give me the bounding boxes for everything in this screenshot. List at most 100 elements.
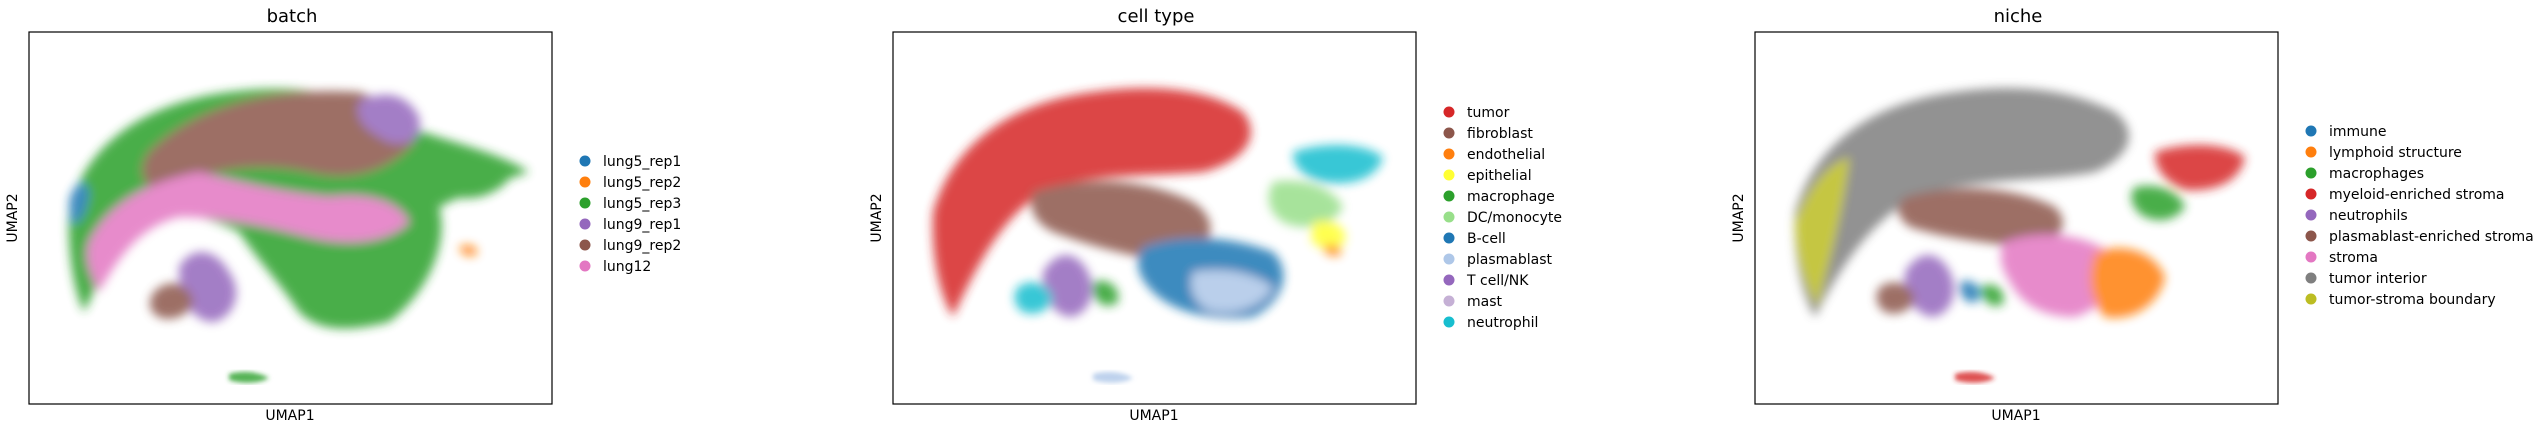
legend-item: lymphoid structure [2305,145,2462,161]
legend: lung5_rep1 lung5_rep2 lung5_rep3 lung9_rep1… [579,154,681,275]
legend-label: plasmablast-enriched stroma [2329,229,2534,245]
legend-marker [2305,272,2317,284]
panel-title: batch [267,6,318,27]
cluster-region [2000,234,2118,317]
legend-marker [579,239,591,251]
legend-label: macrophages [2329,166,2424,182]
legend-item: lung9_rep1 [579,217,681,233]
legend: tumor fibroblast endothelial epithelial macr… [1443,105,1562,331]
legend-item: myeloid-enriched stroma [2305,187,2505,203]
legend-marker [1443,253,1455,265]
legend-marker [2305,167,2317,179]
legend-marker [579,176,591,188]
legend-marker [1443,148,1455,160]
x-axis-label: UMAP1 [265,408,314,424]
legend-marker [1443,295,1455,307]
legend-label: stroma [2329,250,2378,266]
legend-item: neutrophils [2305,208,2408,224]
legend-marker [1443,316,1455,328]
cluster-region [1311,220,1346,249]
cluster-region [1191,270,1273,313]
legend-label: endothelial [1467,147,1545,163]
legend-marker [579,260,591,272]
scatter-cloud [68,88,529,383]
legend-item: B-cell [1443,231,1506,247]
cluster-region [1093,371,1133,383]
legend-label: plasmablast [1467,252,1553,268]
legend-item: mast [1443,294,1503,310]
scatter-cloud [1794,88,2245,383]
legend-item: lung5_rep2 [579,175,681,191]
legend-item: tumor interior [2305,271,2427,287]
cluster-region [229,371,269,383]
cluster-region [2131,185,2185,221]
cluster-region [1014,282,1053,314]
legend-label: neutrophil [1467,315,1538,331]
legend-label: lung12 [603,259,651,275]
legend: immune lymphoid structure macrophages myelo… [2305,124,2534,308]
legend-item: lung5_rep3 [579,196,681,212]
cluster-region [932,88,1251,317]
cluster-region [1980,284,2004,307]
legend-label: tumor-stroma boundary [2329,292,2496,308]
legend-label: lung9_rep2 [603,238,681,254]
legend-marker [1443,106,1455,118]
cluster-region [1898,188,2063,247]
legend-marker [1443,211,1455,223]
panel-title: niche [1994,6,2043,27]
panel-batch: batch UMAP1 UMAP2 lung5_rep1 lung5_rep2lu… [5,6,681,424]
y-axis-label: UMAP2 [5,193,21,242]
legend-label: lymphoid structure [2329,145,2462,161]
legend-marker [579,197,591,209]
cluster-region [1959,281,1980,303]
cluster-region [1293,145,1383,184]
y-axis-label: UMAP2 [1731,193,1747,242]
cluster-region [1323,244,1342,256]
legend-item: macrophages [2305,166,2424,182]
cluster-region [1042,255,1092,317]
legend-item: plasmablast-enriched stroma [2305,229,2534,245]
cluster-region [87,172,409,292]
legend-marker [1443,127,1455,139]
x-axis-label: UMAP1 [1129,408,1178,424]
legend-marker [2305,146,2317,158]
legend-item: lung5_rep1 [579,154,681,170]
panel-title: cell type [1118,6,1195,27]
cluster-region [1795,157,1850,307]
y-axis-label: UMAP2 [869,193,885,242]
cluster-region [149,283,194,319]
legend-marker [1443,232,1455,244]
legend-item: endothelial [1443,147,1545,163]
legend-item: tumor-stroma boundary [2305,292,2496,308]
cluster-region [459,244,478,256]
cluster-region [142,91,414,192]
legend-label: tumor interior [2329,271,2427,287]
legend-marker [579,155,591,167]
legend-label: lung5_rep1 [603,154,681,170]
cluster-region [2155,145,2245,191]
legend-label: lung9_rep1 [603,217,681,233]
scatter-cloud [932,88,1383,383]
legend-label: epithelial [1467,168,1532,184]
cluster-region [1876,282,1915,314]
legend-label: lung5_rep2 [603,175,681,191]
legend-label: lung5_rep3 [603,196,681,212]
legend-marker [2305,188,2317,200]
cluster-region [69,183,89,223]
cluster-region [358,94,420,144]
cluster-region [1268,180,1343,227]
legend-item: neutrophil [1443,315,1538,331]
legend-label: mast [1467,294,1503,310]
legend-item: macrophage [1443,189,1555,205]
legend-marker [1443,169,1455,181]
legend-label: DC/monocyte [1467,210,1562,226]
legend-item: T cell/NK [1443,273,1529,289]
legend-marker [2305,293,2317,305]
legend-item: plasmablast [1443,252,1553,268]
cluster-region [409,146,512,199]
legend-marker [2305,125,2317,137]
plot-frame [28,31,553,405]
